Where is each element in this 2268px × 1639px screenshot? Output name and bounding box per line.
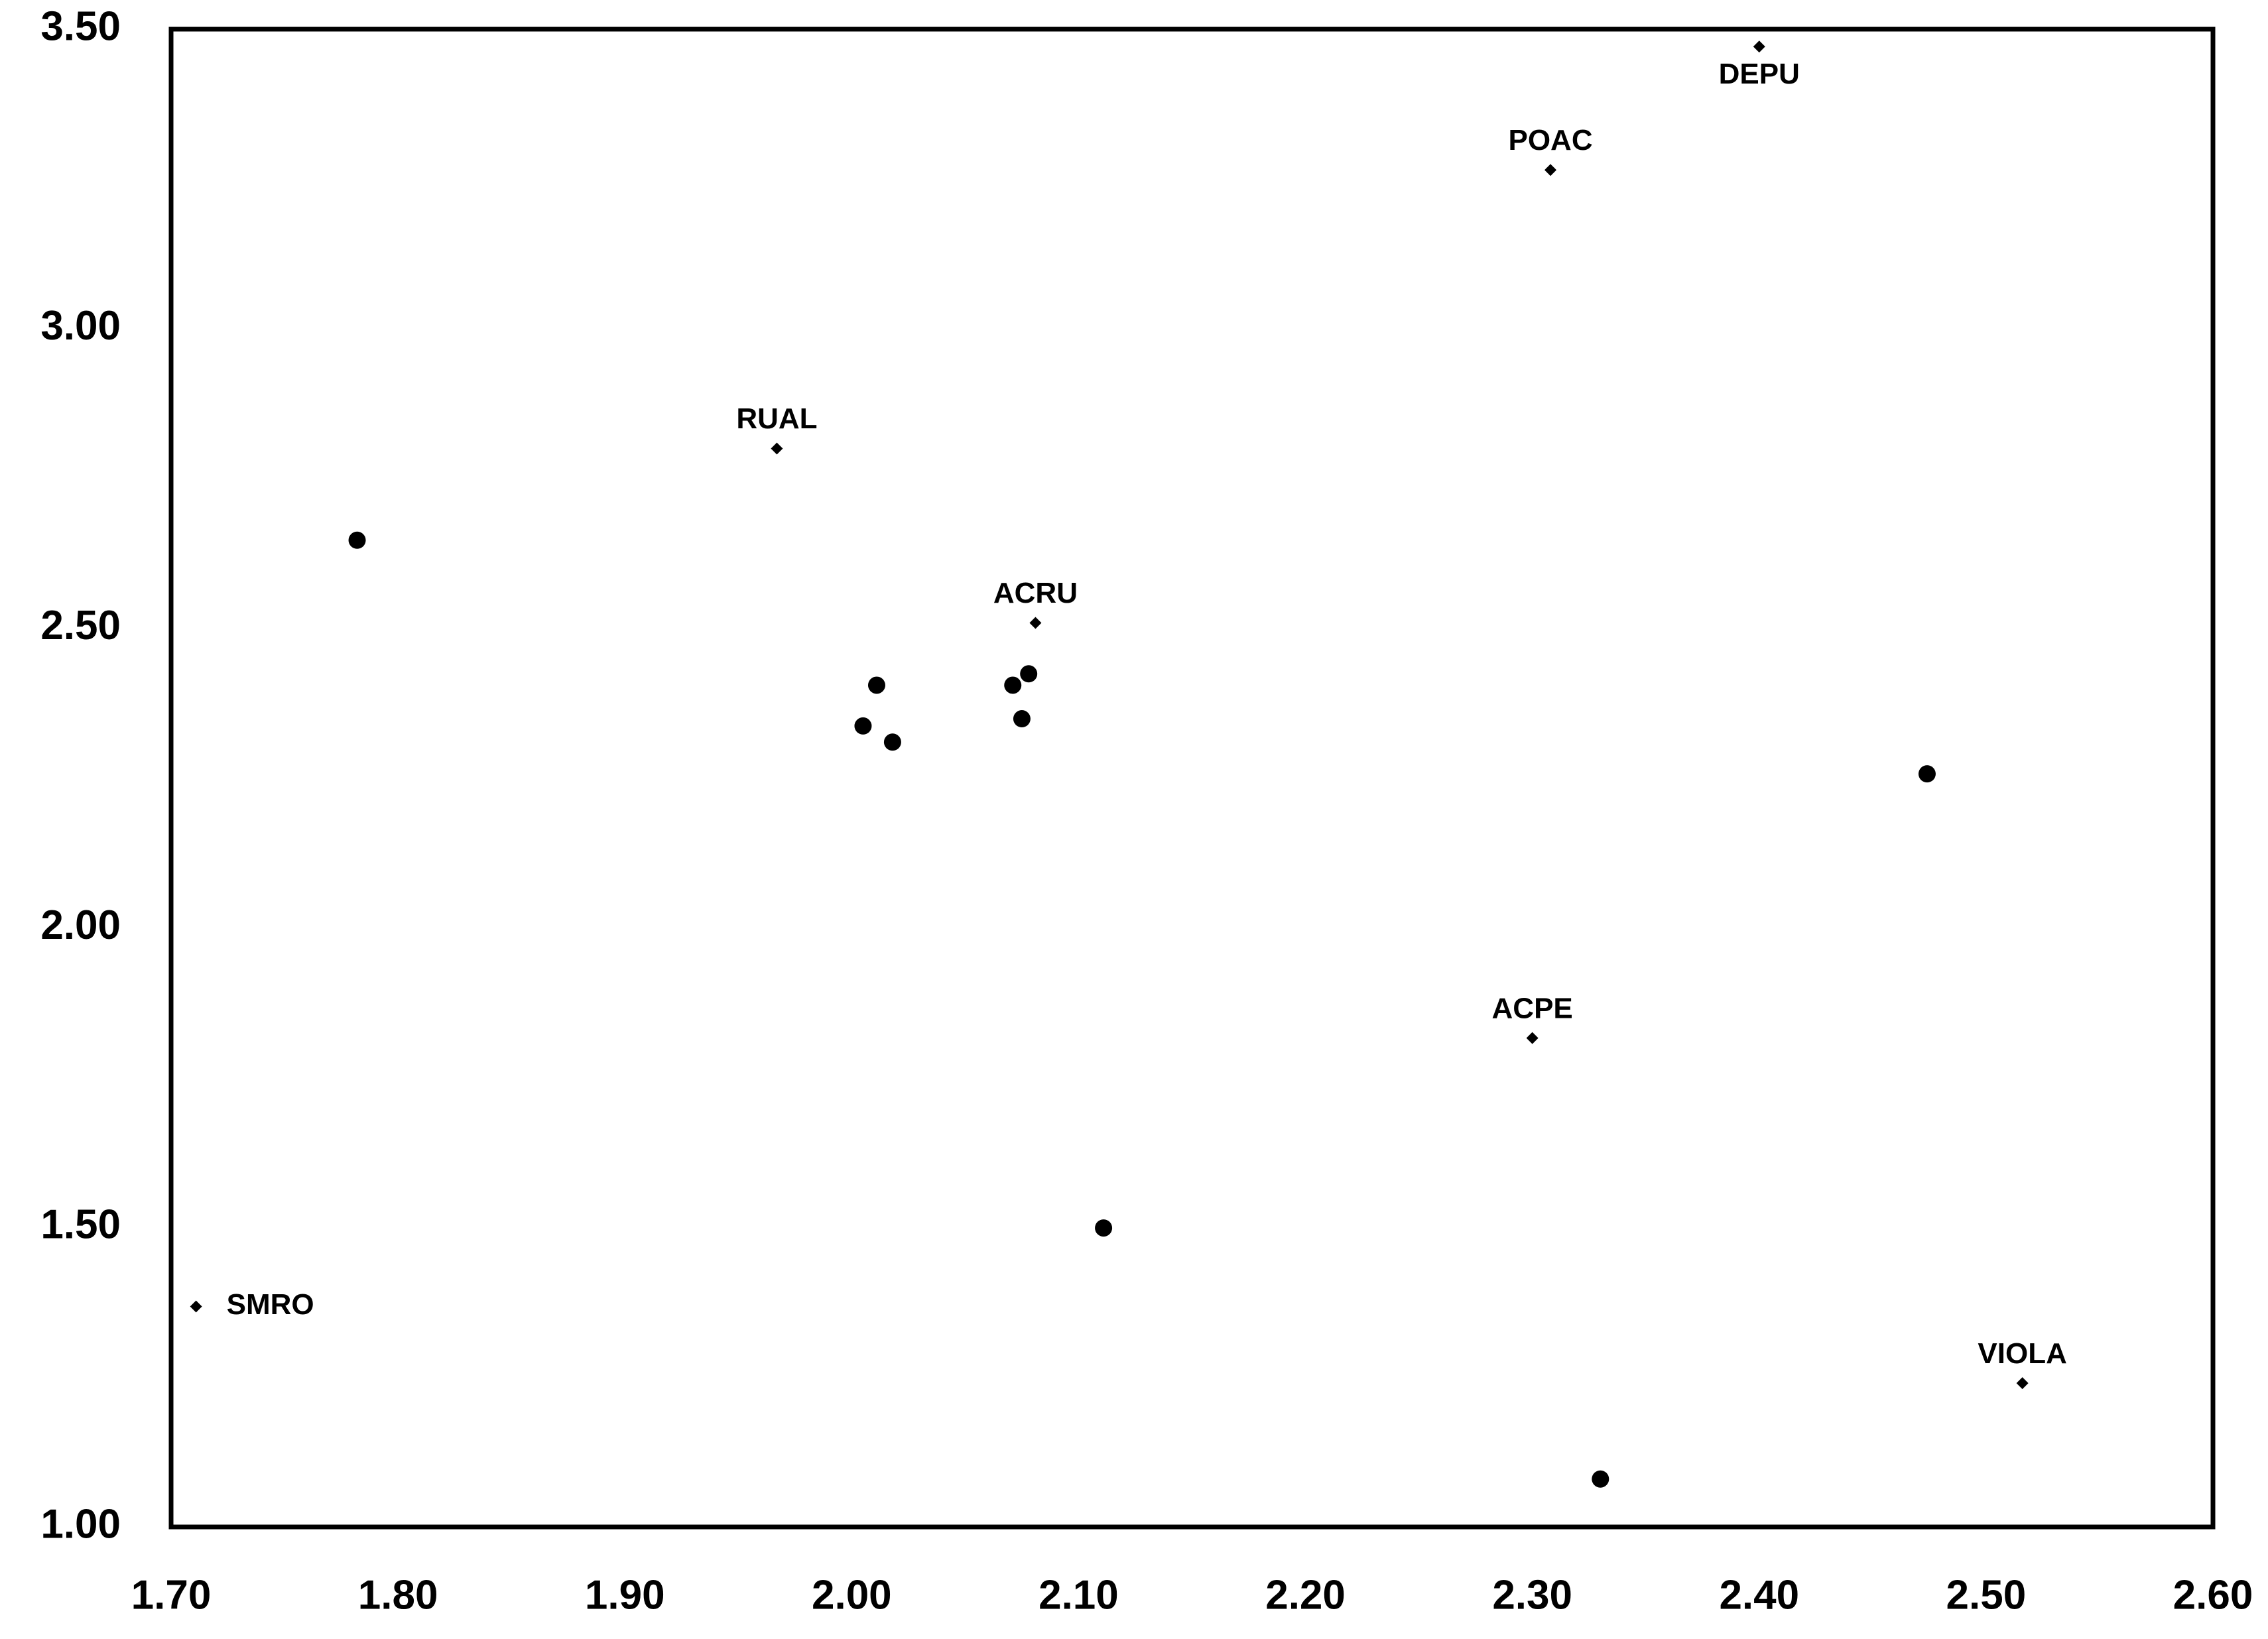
x-tick-label: 1.70	[131, 1572, 212, 1618]
point	[1918, 765, 1936, 783]
x-tick-label: 2.40	[1719, 1572, 1799, 1618]
diamond-point	[1544, 164, 1557, 176]
point	[867, 676, 885, 694]
x-tick-label: 1.90	[585, 1572, 665, 1618]
point-label: VIOLA	[1978, 1337, 2066, 1370]
diamond-point	[2016, 1377, 2029, 1390]
diamond-point	[1029, 617, 1042, 629]
x-tick-label: 2.20	[1265, 1572, 1346, 1618]
y-tick-label: 2.00	[40, 902, 121, 948]
point-label: ACPE	[1492, 992, 1573, 1024]
point	[854, 717, 872, 735]
diamond-point	[1526, 1032, 1539, 1044]
point	[1004, 676, 1022, 694]
plot-frame	[168, 27, 2216, 1530]
y-tick-label: 3.00	[40, 303, 121, 349]
point	[348, 531, 366, 549]
point-label: ACRU	[993, 577, 1078, 609]
point-label: POAC	[1508, 124, 1592, 156]
point	[1592, 1470, 1609, 1488]
point	[1095, 1219, 1113, 1237]
y-tick-label: 1.50	[40, 1202, 121, 1248]
diamond-point	[190, 1300, 202, 1313]
y-tick-label: 2.50	[40, 603, 121, 648]
point	[1013, 710, 1031, 728]
point-label: RUAL	[736, 402, 817, 435]
x-tick-label: 2.00	[812, 1572, 892, 1618]
point	[1020, 665, 1038, 683]
x-tick-label: 2.10	[1039, 1572, 1119, 1618]
x-tick-label: 1.80	[358, 1572, 438, 1618]
point-label: DEPU	[1719, 58, 1800, 90]
y-tick-label: 3.50	[40, 3, 121, 49]
y-tick-label: 1.00	[40, 1501, 121, 1547]
diamond-point	[1753, 40, 1765, 53]
x-tick-label: 2.60	[2173, 1572, 2253, 1618]
diamond-point	[771, 442, 783, 455]
x-tick-label: 2.50	[1946, 1572, 2027, 1618]
x-tick-label: 2.30	[1492, 1572, 1572, 1618]
point	[883, 733, 901, 751]
point-label: SMRO	[227, 1288, 314, 1321]
